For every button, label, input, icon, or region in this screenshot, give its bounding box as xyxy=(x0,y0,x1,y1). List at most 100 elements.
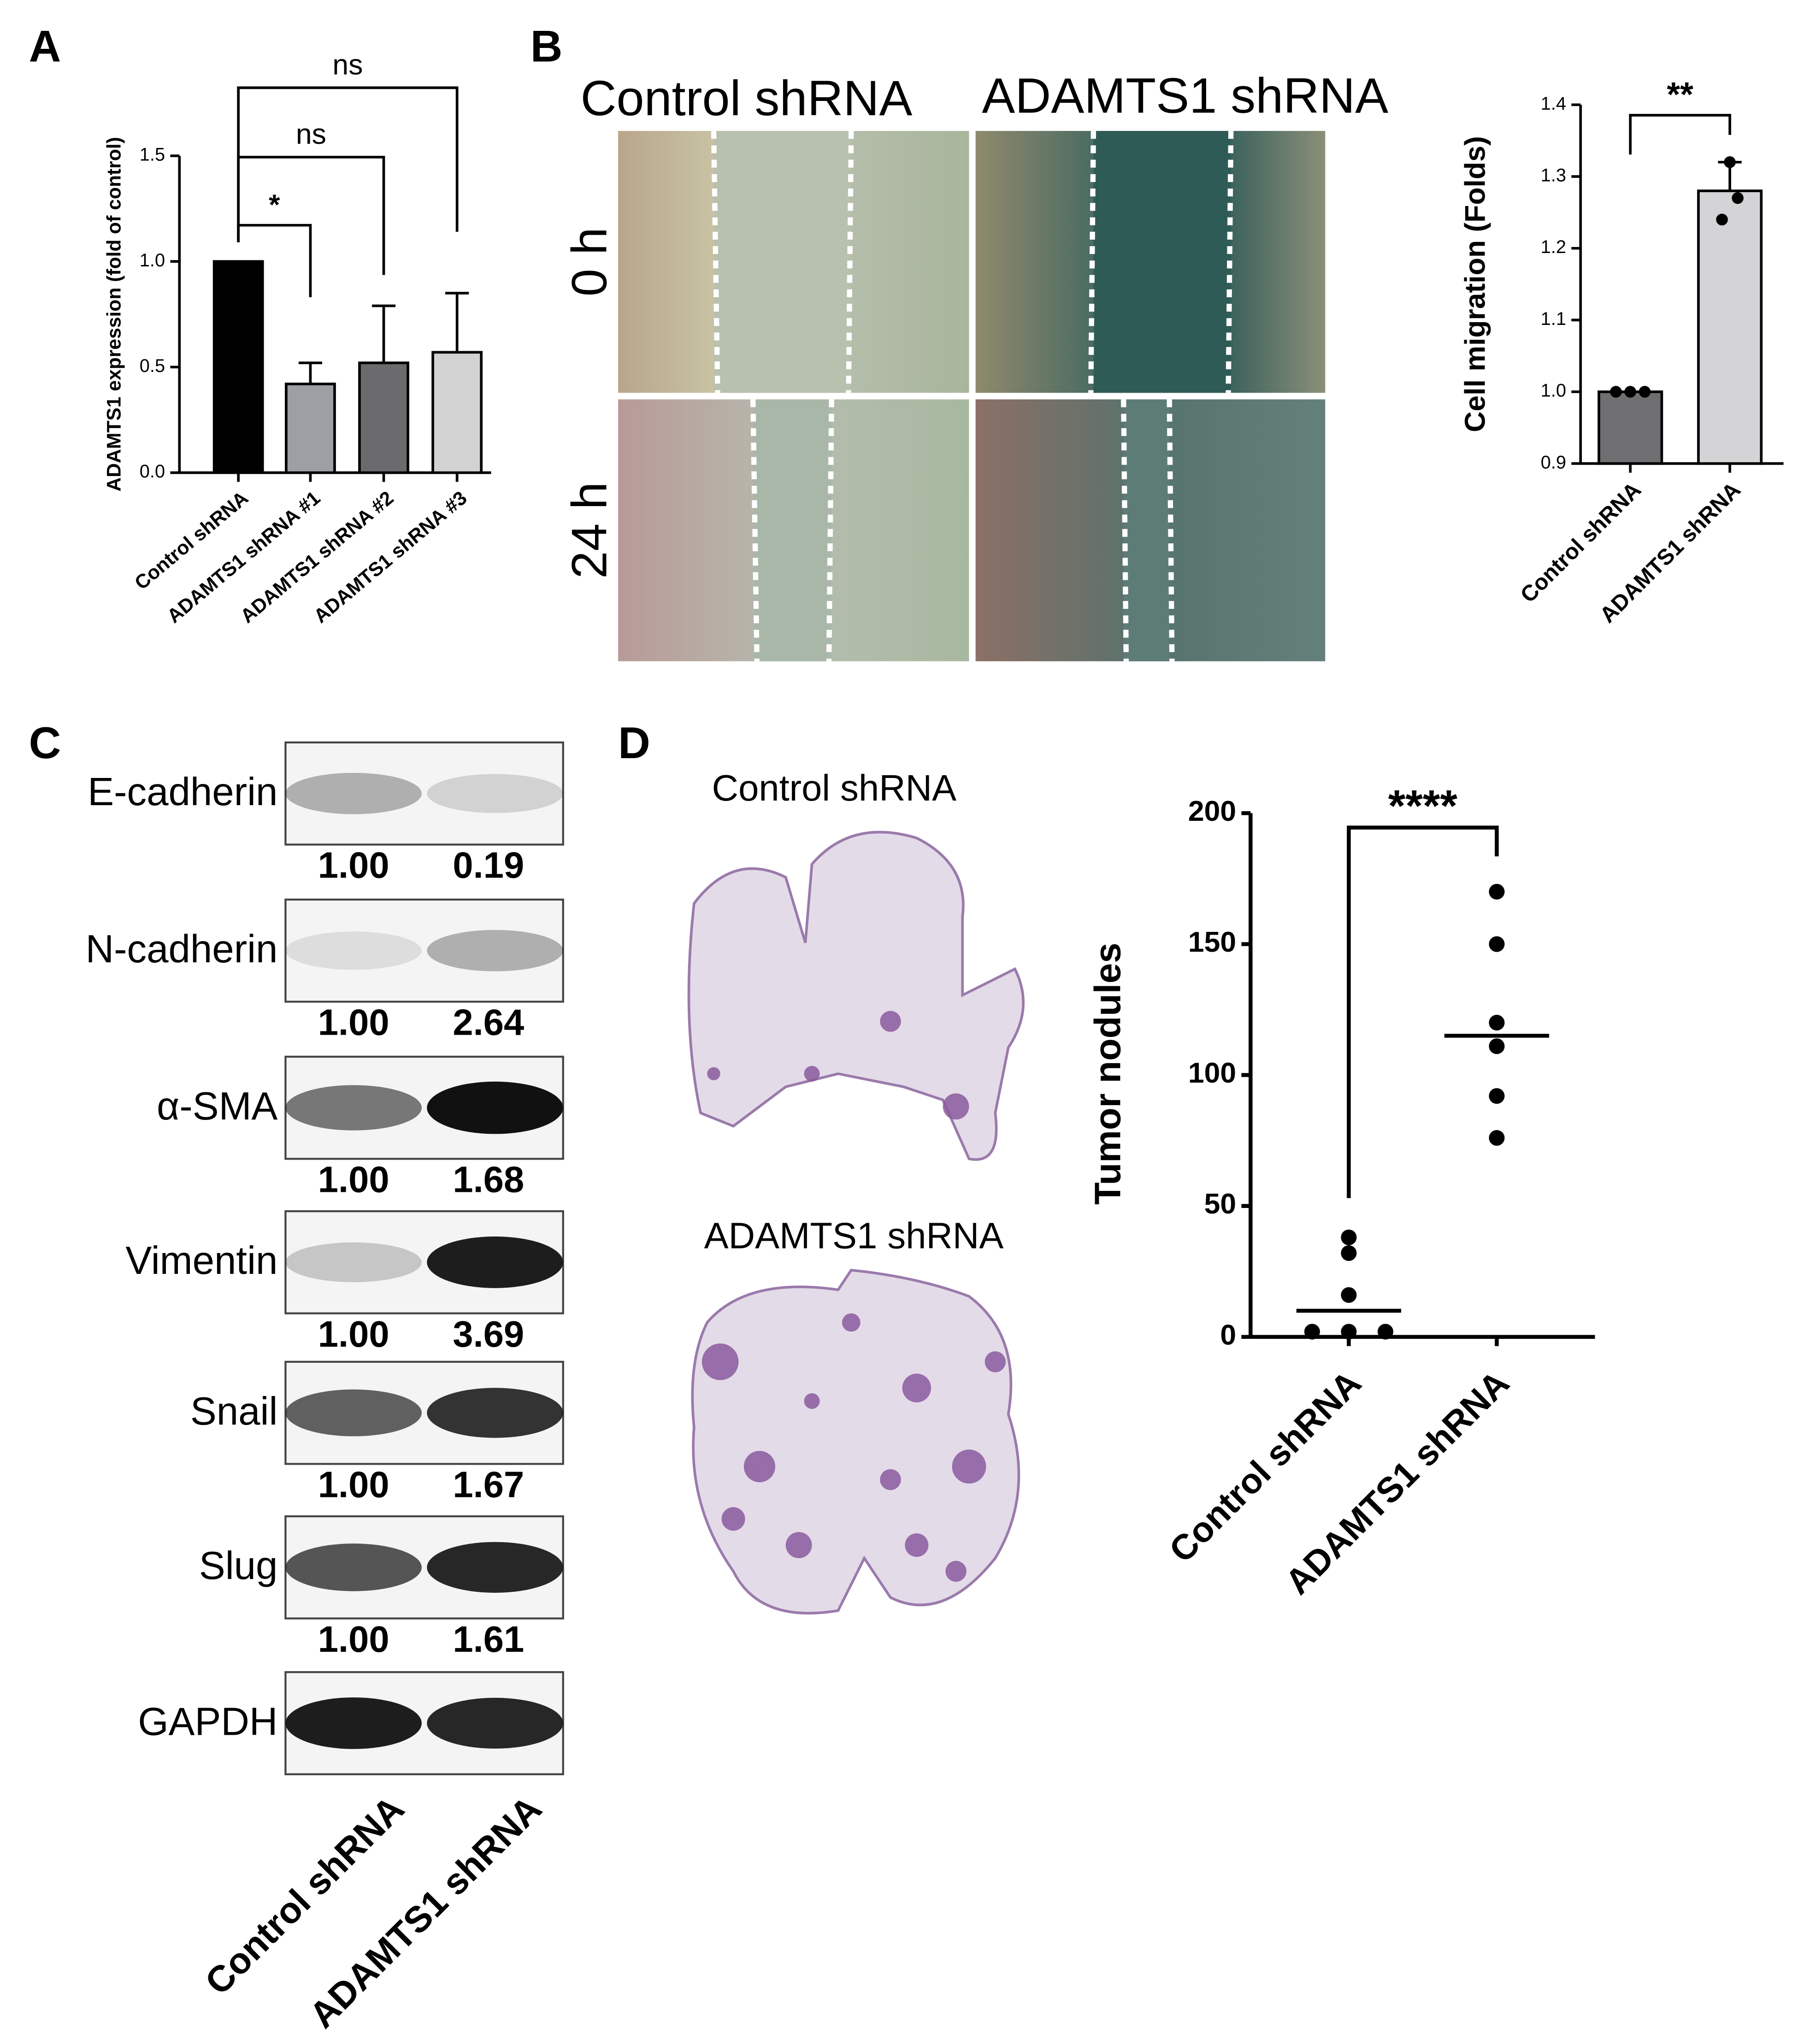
y-axis-title: ADAMTS1 expression (fold of control) xyxy=(103,137,125,491)
y-tick-label: 1.0 xyxy=(140,250,165,271)
data-point xyxy=(1638,386,1651,398)
significance-label: * xyxy=(269,188,280,221)
bar xyxy=(285,383,336,474)
scratch-gap xyxy=(1093,131,1231,393)
scratch-gap xyxy=(753,399,832,661)
density-value: 2.64 xyxy=(453,1002,524,1043)
panel-label: B xyxy=(530,22,563,71)
blot-frame xyxy=(284,898,564,1003)
y-tick-label: 1.3 xyxy=(1541,165,1566,185)
data-point xyxy=(1377,1324,1394,1340)
protein-label: α-SMA xyxy=(157,1084,277,1128)
data-point xyxy=(1341,1287,1357,1303)
data-point xyxy=(1489,1130,1505,1146)
bar xyxy=(431,351,483,474)
histology-label: Control shRNA xyxy=(712,767,957,808)
data-point xyxy=(1489,936,1505,952)
y-tick-label: 50 xyxy=(1204,1188,1237,1220)
protein-label: Snail xyxy=(190,1390,277,1433)
y-tick-label: 1.0 xyxy=(1541,381,1566,401)
lane-label: ADAMTS1 shRNA xyxy=(301,1788,549,2036)
density-value: 1.61 xyxy=(453,1619,524,1660)
tumor-foci xyxy=(701,1011,1006,1582)
blot-band xyxy=(427,1388,563,1438)
bar xyxy=(1697,189,1763,465)
density-value: 1.67 xyxy=(453,1464,524,1505)
y-tick-label: 200 xyxy=(1188,795,1236,827)
histology xyxy=(687,831,1025,1615)
density-value: 1.00 xyxy=(318,845,389,886)
data-point xyxy=(1724,156,1736,168)
row-title: 0 h xyxy=(561,227,617,296)
data-point xyxy=(1489,1014,1505,1031)
data-point xyxy=(1610,386,1622,398)
protein-label: N-cadherin xyxy=(86,927,278,971)
bar xyxy=(1597,390,1663,465)
blot-band xyxy=(285,1697,422,1749)
protein-label: E-cadherin xyxy=(88,770,277,814)
y-tick-label: 150 xyxy=(1188,926,1236,958)
blot-band xyxy=(427,1236,563,1288)
data-point xyxy=(1341,1324,1357,1340)
data-point xyxy=(1624,386,1637,398)
blot-band xyxy=(285,1085,422,1131)
data-point xyxy=(1489,1088,1505,1104)
panel-label: D xyxy=(618,719,650,768)
lung-section xyxy=(687,831,1025,1161)
scratch-gap xyxy=(713,131,851,393)
y-tick-label: 1.2 xyxy=(1541,237,1566,257)
density-value: 1.00 xyxy=(318,1619,389,1660)
protein-label: Vimentin xyxy=(125,1239,277,1283)
scratch-gap xyxy=(1123,399,1170,661)
data-point xyxy=(1304,1324,1320,1340)
micrographs xyxy=(618,131,1326,661)
blot-band xyxy=(285,931,422,970)
density-value: 1.00 xyxy=(318,1464,389,1505)
blot-band xyxy=(285,1389,422,1437)
y-tick-label: 1.5 xyxy=(140,145,165,165)
panel-label: C xyxy=(29,719,61,768)
density-value: 3.69 xyxy=(453,1314,524,1355)
data-point xyxy=(1341,1245,1357,1261)
y-tick-label: 1.4 xyxy=(1541,94,1566,114)
significance-label: ns xyxy=(296,118,326,150)
y-tick-label: 0 xyxy=(1220,1319,1236,1351)
density-value: 1.00 xyxy=(318,1314,389,1355)
blot-frame xyxy=(284,741,564,846)
blot-band xyxy=(427,1081,563,1134)
data-point xyxy=(1489,1038,1505,1054)
y-tick-label: 0.9 xyxy=(1541,452,1566,472)
density-value: 1.68 xyxy=(453,1159,524,1200)
density-value: 1.00 xyxy=(318,1002,389,1043)
panel-label: A xyxy=(29,22,61,71)
significance-bracket xyxy=(1347,825,1499,1198)
y-tick-label: 0.5 xyxy=(140,356,165,376)
y-axis-title: Cell migration (Folds) xyxy=(1459,136,1491,432)
blot-band xyxy=(285,1242,422,1283)
y-tick-label: 1.1 xyxy=(1541,309,1566,329)
blot-band xyxy=(427,1697,563,1749)
histology-label: ADAMTS1 shRNA xyxy=(704,1215,1004,1256)
significance-bracket xyxy=(1629,114,1732,155)
scratch-edges xyxy=(711,131,1234,661)
blot-band xyxy=(427,930,563,972)
blot-band xyxy=(427,774,563,813)
data-point xyxy=(1716,213,1728,226)
bar xyxy=(212,260,264,474)
data-point xyxy=(1489,884,1505,900)
y-tick-label: 100 xyxy=(1188,1057,1236,1089)
protein-label: Slug xyxy=(199,1544,278,1588)
data-point xyxy=(1341,1229,1357,1245)
significance-label: **** xyxy=(1388,781,1458,831)
blot-band xyxy=(285,1543,422,1591)
protein-label: GAPDH xyxy=(138,1700,277,1744)
significance-label: ** xyxy=(1667,75,1694,113)
significance-bracket xyxy=(237,86,459,242)
data-point xyxy=(1732,192,1744,204)
y-tick-label: 0.0 xyxy=(140,461,165,482)
significance-label: ns xyxy=(332,48,363,81)
blot-band xyxy=(285,772,422,814)
y-axis-title: Tumor nodules xyxy=(1087,942,1128,1205)
blot-band xyxy=(427,1542,563,1593)
